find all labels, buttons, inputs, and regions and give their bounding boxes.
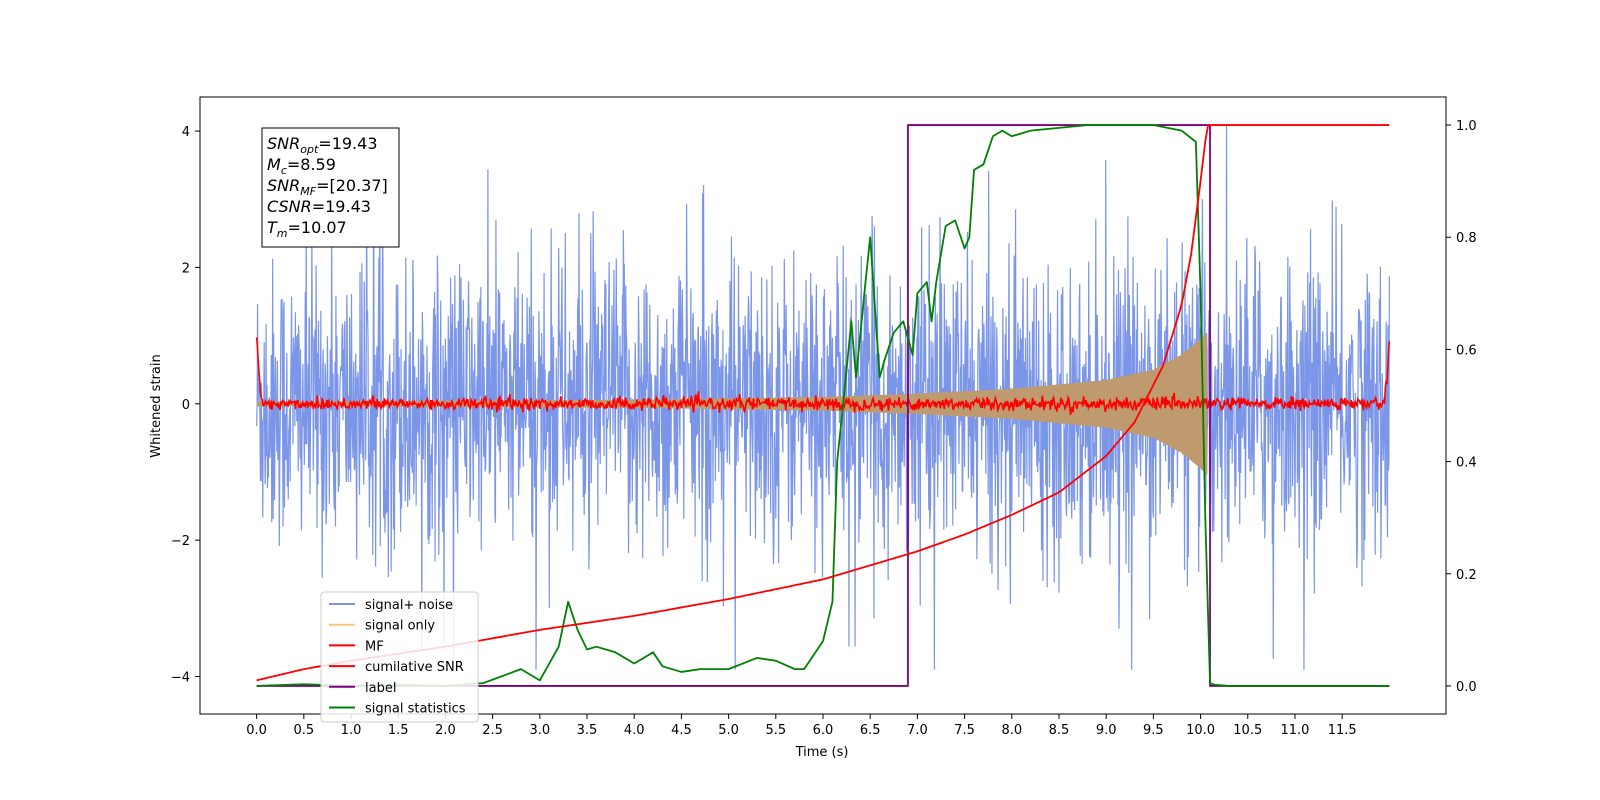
x-tick-label: 2.0 [435,723,456,738]
y-left-tick-label: 2 [182,261,190,276]
y-right-tick-label: 0.6 [1456,343,1477,358]
y-right-tick-label: 0.8 [1456,231,1477,246]
y-left-tick-label: −4 [171,671,190,686]
annotation-line: SNRMF=[20.37] [267,176,388,198]
x-axis-label: Time (s) [795,745,849,760]
x-tick-label: 4.5 [671,723,692,738]
annotation-subscript: m [277,227,288,240]
y-right-tick-label: 0.2 [1456,568,1477,583]
x-tick-label: 1.5 [388,723,409,738]
annotation-value: =19.43 [312,197,371,216]
annotation-symbol: T [267,218,278,237]
x-tick-label: 4.0 [624,723,645,738]
annotation-symbol: CSNR [267,197,312,216]
x-tick-label: 2.5 [482,723,503,738]
annotation-subscript: opt [300,143,319,156]
x-tick-label: 5.5 [765,723,786,738]
annotation-value: =19.43 [318,134,377,153]
legend-entry: MF [365,639,384,654]
x-tick-label: 7.5 [954,723,975,738]
x-tick-label: 10.5 [1233,723,1262,738]
annotation-subscript: c [281,164,287,177]
x-tick-label: 10.0 [1186,723,1215,738]
annotation-symbol: M [267,155,281,174]
annotation-line: Tm=10.07 [267,218,347,240]
annotation-box: SNRopt=19.43Mc=8.59SNRMF=[20.37]CSNR=19.… [261,127,400,248]
annotation-value: =8.59 [287,155,336,174]
x-tick-label: 9.0 [1096,723,1117,738]
annotation-value: =[20.37] [316,176,388,195]
legend-entry: signal+ noise [365,598,453,613]
x-tick-label: 1.0 [341,723,362,738]
annotation-symbol: SNR [267,176,300,195]
annotation-symbol: SNR [267,134,300,153]
y-right-tick-label: 0.4 [1456,456,1477,471]
annotation-line: Mc=8.59 [267,155,336,177]
y-right-tick-label: 0.0 [1456,680,1477,695]
x-tick-label: 11.0 [1280,723,1309,738]
y-left-tick-label: 4 [182,125,190,140]
x-tick-label: 9.5 [1143,723,1164,738]
x-tick-label: 5.0 [718,723,739,738]
x-tick-label: 0.5 [293,723,314,738]
x-tick-label: 8.5 [1049,723,1070,738]
legend: signal+ noise signal only MF cumilative SNR… [320,591,479,723]
annotation-line: CSNR=19.43 [267,197,371,216]
x-tick-label: 0.0 [246,723,267,738]
x-tick-label: 7.0 [907,723,928,738]
annotation-value: =10.07 [288,218,347,237]
axes-layer: 0.0 0.5 1.0 1.5 2.0 2.5 3.0 3.5 4.0 4.5 5.0 5.5 6.0 6… [171,119,1477,738]
x-tick-label: 3.5 [577,723,598,738]
legend-entry: label [365,681,396,696]
series-mf [255,337,1391,416]
x-tick-label: 6.5 [860,723,881,738]
legend-entry: signal statistics [365,702,466,717]
annotation-line: SNRopt=19.43 [267,134,378,156]
y-left-tick-label: −2 [171,534,190,549]
x-tick-label: 11.5 [1328,723,1357,738]
legend-entry: signal only [365,619,435,634]
x-tick-label: 3.0 [529,723,550,738]
x-tick-label: 6.0 [813,723,834,738]
annotation-subscript: MF [300,185,316,198]
annotation-frame [261,127,400,248]
y-right-tick-label: 1.0 [1456,119,1477,134]
series-signal-statistics [256,124,1390,687]
legend-frame [320,591,479,723]
x-tick-label: 8.0 [1001,723,1022,738]
legend-entry: cumilative SNR [365,660,464,675]
y-axis-label: Whitened strain [149,354,164,457]
y-left-tick-label: 0 [182,398,190,413]
plot-layer [255,124,1391,687]
